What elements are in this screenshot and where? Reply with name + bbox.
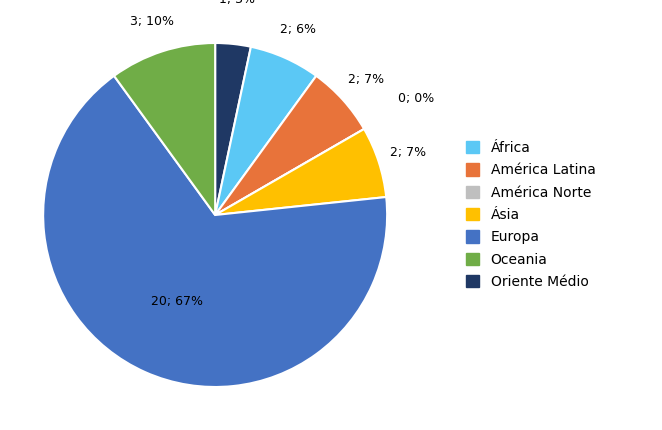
Wedge shape (215, 129, 386, 215)
Text: 2; 6%: 2; 6% (280, 23, 316, 36)
Text: 20; 67%: 20; 67% (151, 295, 203, 308)
Wedge shape (215, 47, 316, 215)
Wedge shape (215, 76, 364, 215)
Text: 2; 7%: 2; 7% (348, 73, 384, 86)
Wedge shape (43, 76, 387, 387)
Wedge shape (114, 43, 215, 215)
Text: 1; 3%: 1; 3% (219, 0, 255, 6)
Wedge shape (215, 129, 364, 215)
Text: 0; 0%: 0; 0% (398, 92, 434, 105)
Legend: África, América Latina, América Norte, Ásia, Europa, Oceania, Oriente Médio: África, América Latina, América Norte, Á… (459, 134, 602, 296)
Wedge shape (215, 43, 251, 215)
Text: 2; 7%: 2; 7% (390, 146, 426, 159)
Text: 3; 10%: 3; 10% (130, 15, 174, 28)
